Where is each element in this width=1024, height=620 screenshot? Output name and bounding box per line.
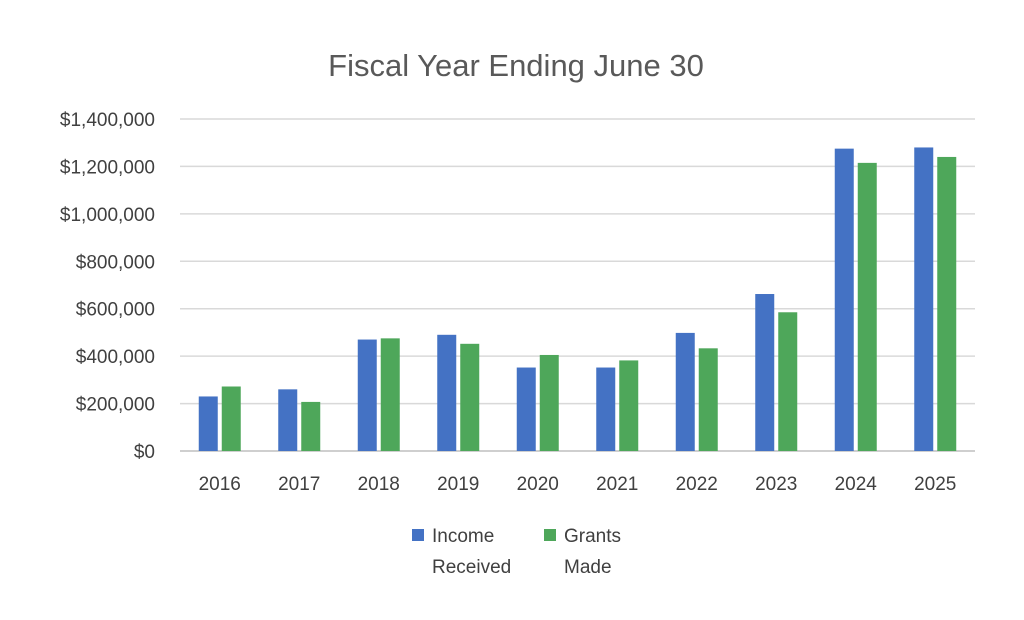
y-tick-label: $400,000 <box>76 347 155 368</box>
bar-grants-made-2025 <box>937 156 957 451</box>
x-tick-label: 2025 <box>914 474 956 495</box>
bar-grants-made-2023 <box>778 312 798 451</box>
x-tick-label: 2024 <box>835 474 878 495</box>
bar-income-received-2025 <box>914 147 934 451</box>
legend-swatch-income-received <box>412 529 424 541</box>
x-tick-label: 2023 <box>755 474 797 495</box>
legend: Income Received Grants Made <box>412 526 621 578</box>
y-axis-ticks: $0 $200,000 $400,000 $600,000 $800,000 $1,000… <box>60 110 155 463</box>
x-tick-label: 2016 <box>199 474 241 495</box>
chart-title: Fiscal Year Ending June 30 <box>328 48 704 83</box>
bar-income-received-2017 <box>278 389 298 451</box>
x-tick-label: 2017 <box>278 474 320 495</box>
bar-grants-made-2018 <box>380 338 400 451</box>
bars <box>198 147 957 451</box>
legend-label-income-received: Income Received <box>432 526 511 578</box>
x-tick-label: 2022 <box>676 474 718 495</box>
bar-income-received-2016 <box>198 396 218 451</box>
bar-income-received-2023 <box>755 294 775 451</box>
bar-income-received-2022 <box>675 332 695 451</box>
bar-income-received-2018 <box>357 339 377 451</box>
y-tick-label: $0 <box>134 442 155 463</box>
bar-income-received-2024 <box>834 148 854 451</box>
y-tick-label: $600,000 <box>76 300 155 321</box>
bar-income-received-2021 <box>596 367 616 451</box>
bar-grants-made-2019 <box>460 343 480 451</box>
bar-grants-made-2020 <box>539 354 559 451</box>
bar-grants-made-2016 <box>221 386 241 451</box>
bar-grants-made-2022 <box>698 348 718 451</box>
y-tick-label: $200,000 <box>76 395 155 416</box>
y-tick-label: $1,000,000 <box>60 205 155 226</box>
bar-grants-made-2017 <box>301 401 321 451</box>
bar-grants-made-2021 <box>619 360 639 451</box>
x-tick-label: 2018 <box>358 474 400 495</box>
y-tick-label: $800,000 <box>76 252 155 273</box>
y-tick-label: $1,200,000 <box>60 157 155 178</box>
x-tick-label: 2019 <box>437 474 479 495</box>
legend-swatch-grants-made <box>544 529 556 541</box>
y-tick-label: $1,400,000 <box>60 110 155 131</box>
gridlines <box>180 118 975 452</box>
x-tick-label: 2020 <box>517 474 559 495</box>
x-tick-label: 2021 <box>596 474 638 495</box>
bar-grants-made-2024 <box>857 162 877 451</box>
bar-income-received-2019 <box>437 334 457 451</box>
legend-label-grants-made: Grants Made <box>564 526 621 578</box>
x-axis-ticks: 2016 2017 2018 2019 2020 2021 2022 2023 2024 2025 <box>199 474 957 495</box>
bar-income-received-2020 <box>516 367 536 451</box>
